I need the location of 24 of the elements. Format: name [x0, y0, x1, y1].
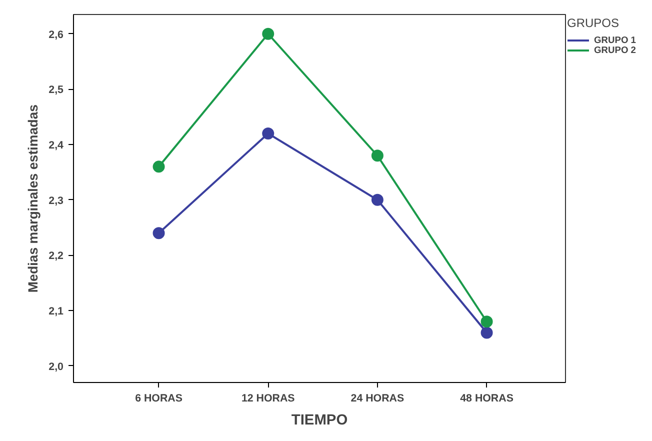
point [152, 227, 165, 240]
x-tick-label: 24 HORAS [350, 392, 404, 404]
point [262, 127, 274, 140]
y-tick-label: 2,1 [48, 306, 64, 318]
point [152, 160, 165, 173]
x-axis-title: TIEMPO [291, 412, 348, 428]
point [371, 194, 384, 206]
x-tick-label: 12 HORAS [241, 392, 295, 404]
y-tick-label: 2,4 [48, 140, 64, 152]
y-tick-label: 2,5 [48, 84, 64, 96]
x-tick-label: 48 HORAS [460, 392, 514, 404]
legend-title: GRUPOS [567, 16, 620, 30]
x-tick-label: 6 HORAS [135, 392, 182, 404]
point [480, 316, 493, 328]
y-tick-label: 2,0 [48, 360, 64, 373]
legend-label: GRUPO 2 [594, 45, 636, 55]
point [480, 326, 493, 339]
point [262, 28, 274, 40]
legend-label: GRUPO 1 [594, 35, 636, 45]
y-axis-title: Medias marginales estimadas [26, 104, 41, 293]
y-tick-label: 2,6 [48, 28, 64, 41]
point [371, 150, 384, 162]
y-tick-label: 2,2 [48, 250, 64, 262]
y-tick-label: 2,3 [48, 194, 64, 207]
